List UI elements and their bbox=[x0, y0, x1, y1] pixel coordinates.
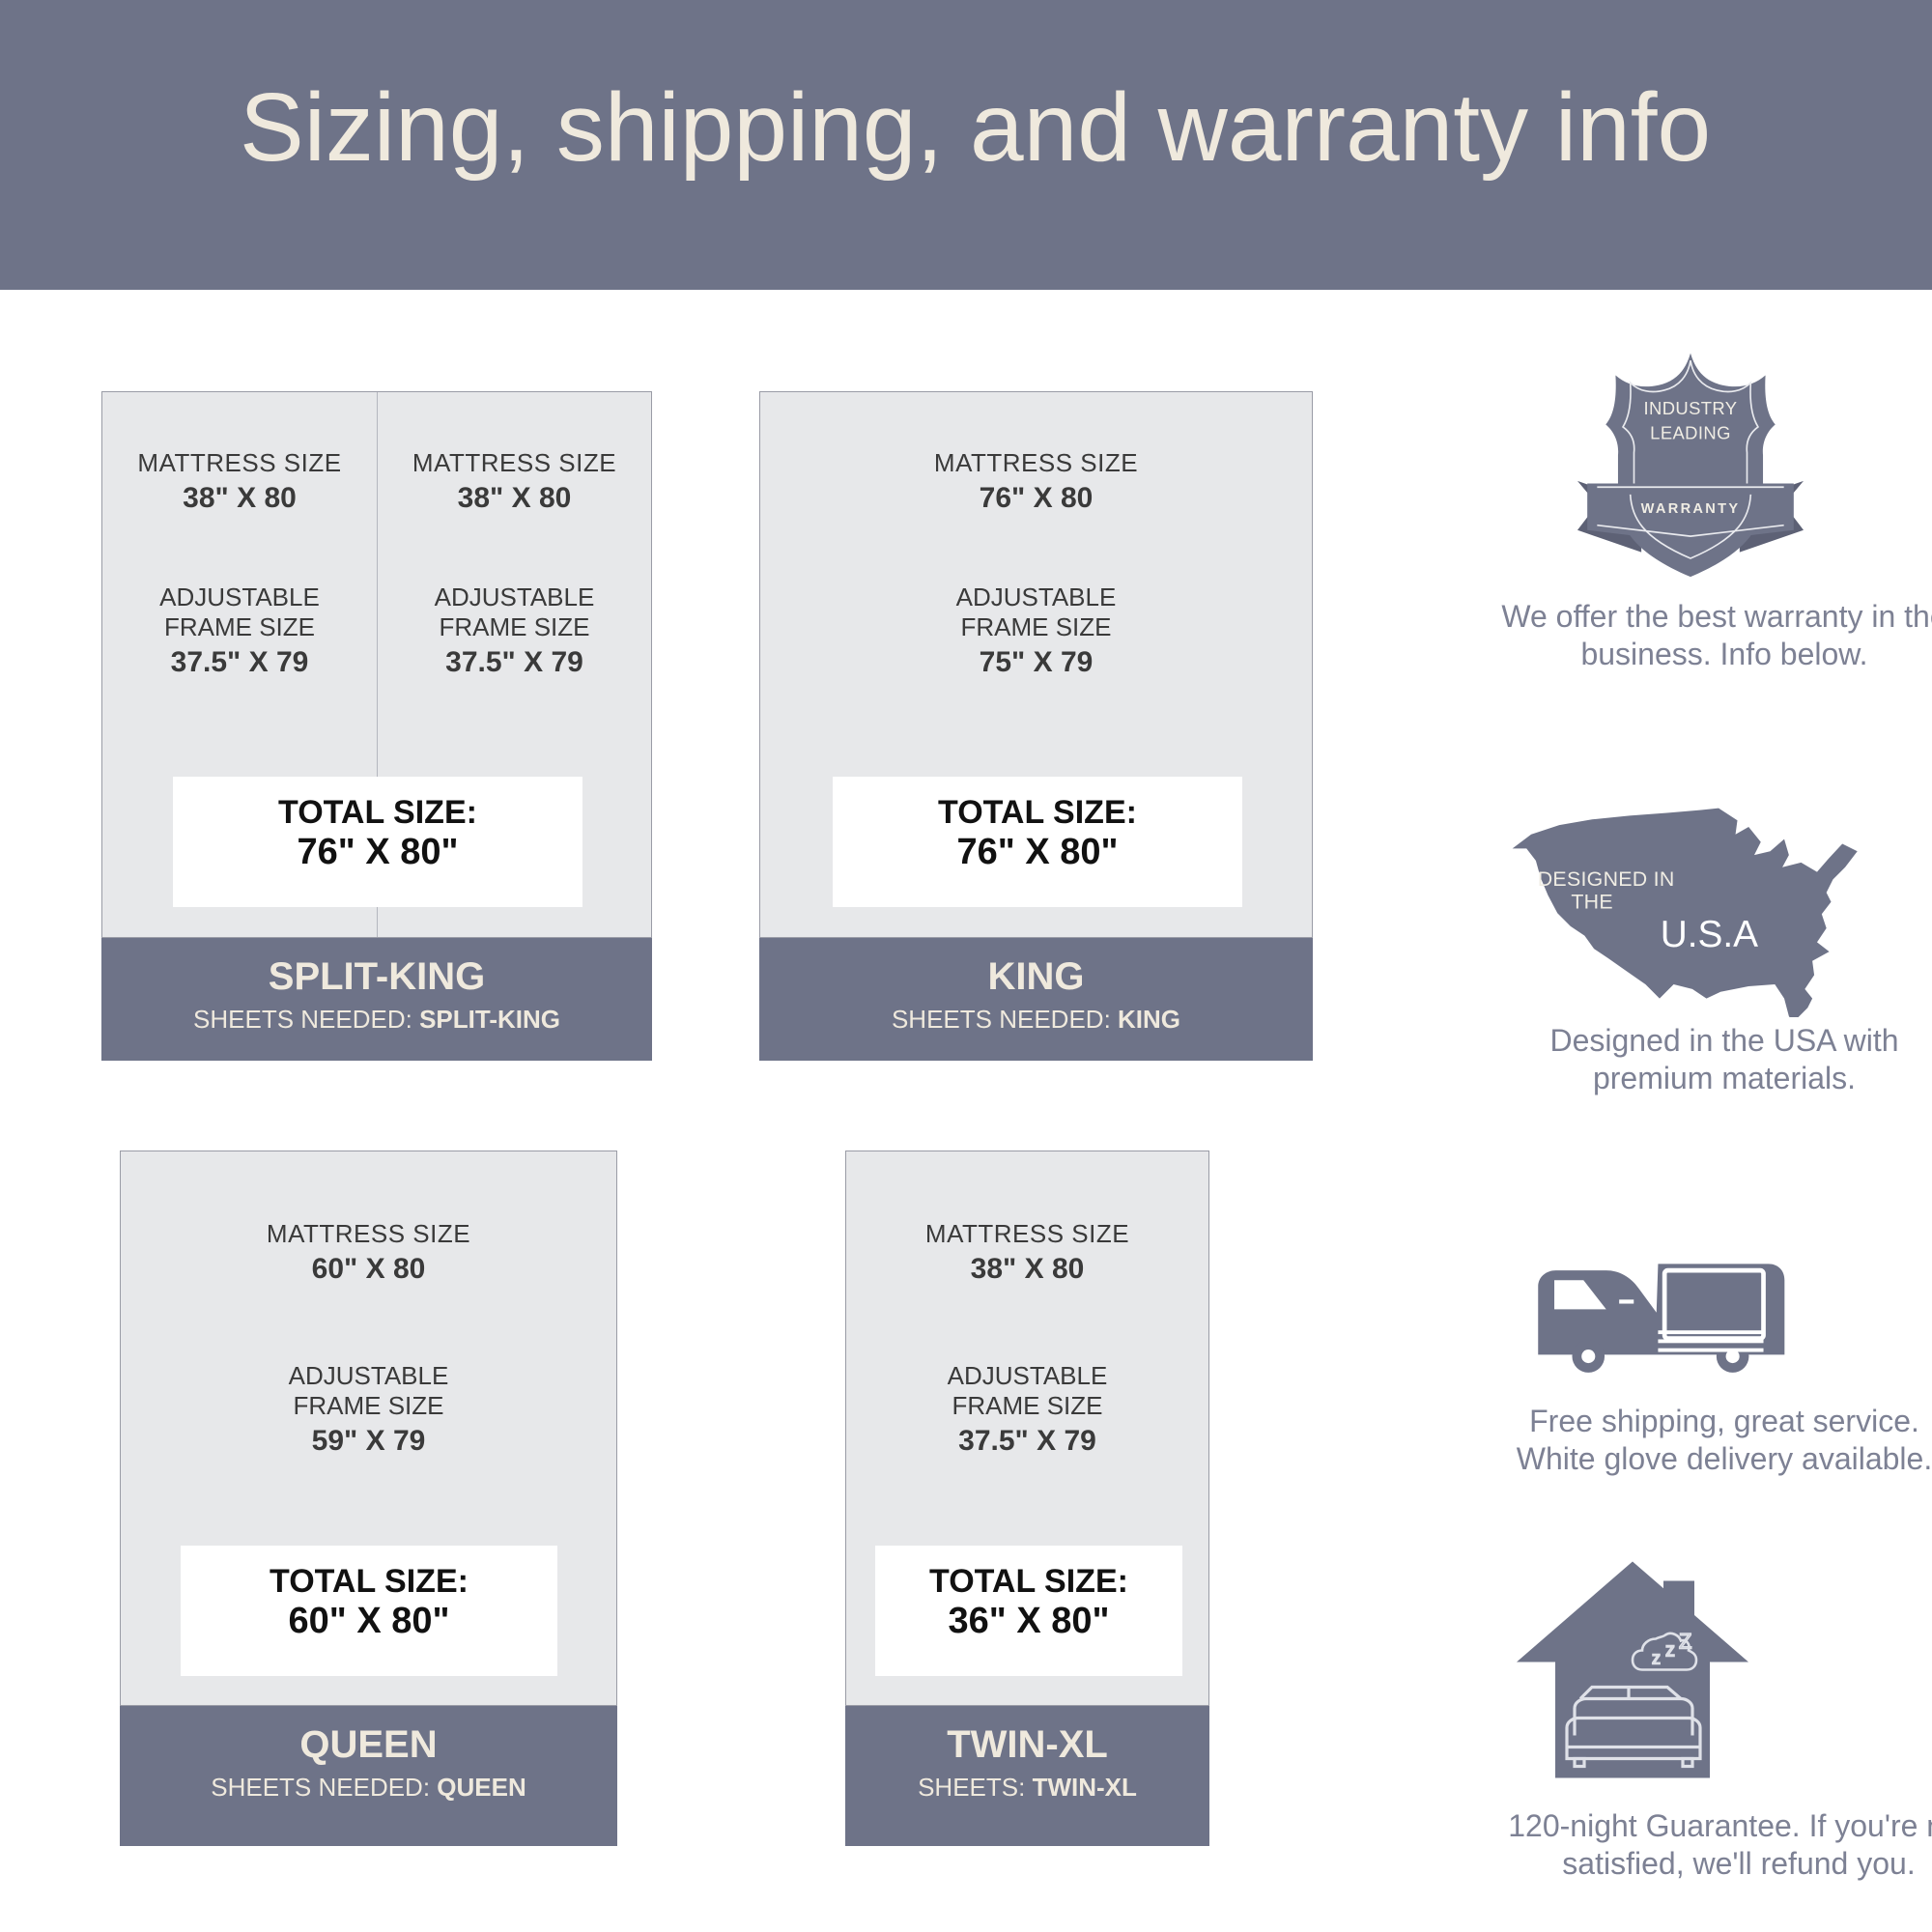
svg-text:LEADING: LEADING bbox=[1650, 423, 1731, 443]
svg-text:U.S.A: U.S.A bbox=[1661, 914, 1758, 955]
svg-text:DESIGNED IN: DESIGNED IN bbox=[1538, 867, 1675, 891]
svg-text:Z: Z bbox=[1679, 1630, 1691, 1654]
svg-text:WARRANTY: WARRANTY bbox=[1641, 501, 1741, 517]
svg-text:INDUSTRY: INDUSTRY bbox=[1644, 398, 1738, 418]
svg-text:z: z bbox=[1652, 1649, 1661, 1668]
svg-text:z: z bbox=[1665, 1640, 1675, 1662]
svg-text:THE: THE bbox=[1571, 890, 1613, 913]
